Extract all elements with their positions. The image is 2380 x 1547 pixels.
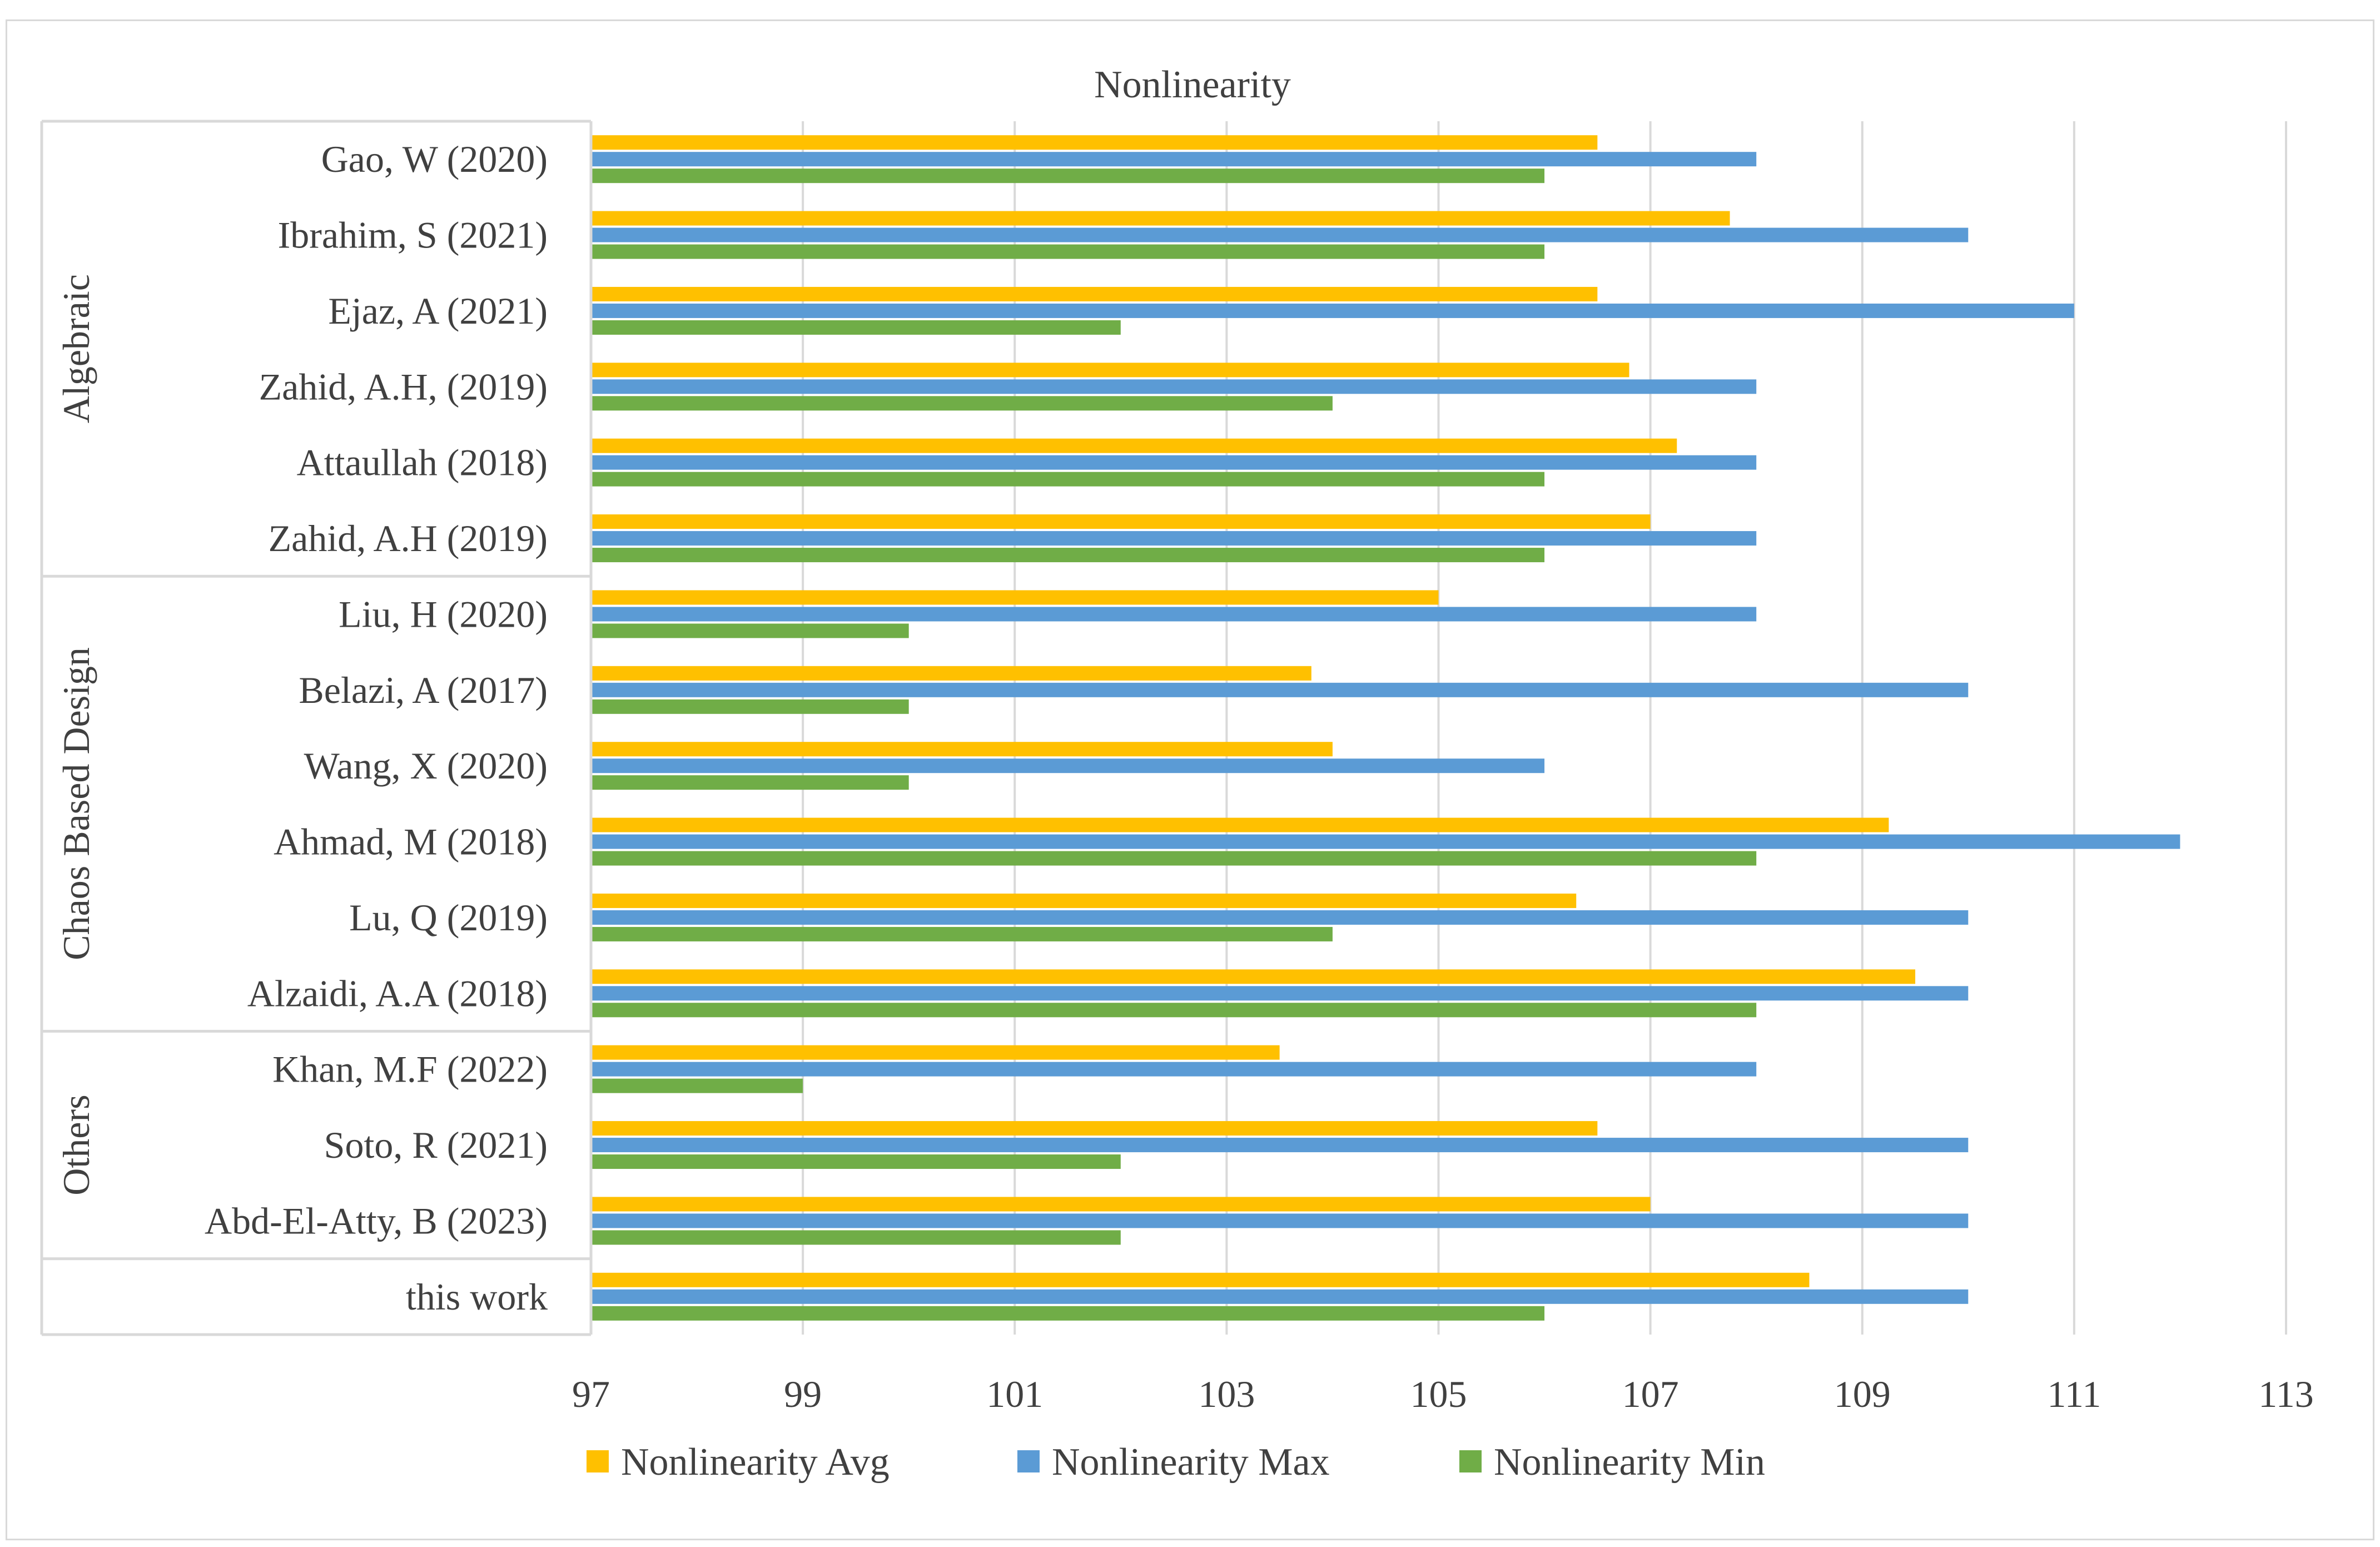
category-label: Wang, X (2020) (304, 745, 548, 787)
category-label: Lu, Q (2019) (349, 896, 548, 939)
bar-nonlinearity-min-zahid-a-h-2019 (591, 548, 1545, 563)
category-label: Zahid, A.H, (2019) (259, 365, 548, 408)
category-label: Liu, H (2020) (339, 593, 548, 635)
x-tick-label: 113 (2258, 1373, 2313, 1415)
bar-nonlinearity-max-ahmad-m-2018 (591, 834, 2180, 849)
bar-nonlinearity-min-soto-r-2021 (591, 1154, 1121, 1169)
bar-nonlinearity-min-lu-q-2019 (591, 926, 1333, 941)
bar-nonlinearity-max-lu-q-2019 (591, 910, 1969, 925)
x-tick-label: 105 (1410, 1373, 1467, 1415)
category-label: Attaullah (2018) (297, 442, 548, 484)
bar-nonlinearity-min-attaullah-2018 (591, 472, 1545, 487)
bar-nonlinearity-min-zahid-a-h-2019 (591, 396, 1333, 411)
bar-nonlinearity-min-belazi-a-2017 (591, 699, 909, 714)
category-label: Ibrahim, S (2021) (278, 214, 548, 256)
x-axis-ticks: 97 99 101 103 105 107 109 111 113 (572, 1373, 2314, 1415)
legend: Nonlinearity Avg Nonlinearity Max Nonlinea… (587, 1441, 1765, 1484)
bar-nonlinearity-min-ejaz-a-2021 (591, 320, 1121, 335)
gridlines (802, 121, 2287, 1335)
bar-nonlinearity-avg-zahid-a-h-2019 (591, 514, 1651, 529)
bar-nonlinearity-min-abd-el-atty-b-2023 (591, 1230, 1121, 1245)
category-label: Ahmad, M (2018) (274, 821, 548, 863)
bar-nonlinearity-max-attaullah-2018 (591, 455, 1757, 470)
category-axis: Gao, W (2020) Ibrahim, S (2021) Ejaz, A (2… (40, 120, 593, 1336)
legend-label-nonlinearity-min: Nonlinearity Min (1494, 1441, 1765, 1484)
bar-nonlinearity-max-belazi-a-2017 (591, 682, 1969, 697)
x-tick-label: 103 (1198, 1373, 1255, 1415)
bar-nonlinearity-avg-belazi-a-2017 (591, 666, 1311, 681)
bars (591, 135, 2180, 1321)
x-tick-label: 99 (784, 1373, 822, 1415)
bar-nonlinearity-min-this-work (591, 1306, 1545, 1321)
bar-nonlinearity-avg-ibrahim-s-2021 (591, 211, 1730, 226)
bar-nonlinearity-avg-ahmad-m-2018 (591, 817, 1889, 832)
bar-nonlinearity-avg-abd-el-atty-b-2023 (591, 1197, 1651, 1212)
bar-nonlinearity-min-alzaidi-a-a-2018 (591, 1003, 1757, 1018)
legend-label-nonlinearity-max: Nonlinearity Max (1052, 1441, 1330, 1484)
group-label-algebraic: Algebraic (55, 274, 97, 423)
bar-nonlinearity-max-gao-w-2020 (591, 152, 1757, 167)
bar-nonlinearity-max-wang-x-2020 (591, 758, 1545, 774)
bar-nonlinearity-max-ejaz-a-2021 (591, 303, 2074, 318)
category-label: Khan, M.F (2022) (272, 1048, 548, 1090)
bar-nonlinearity-max-zahid-a-h-2019 (591, 379, 1757, 394)
x-tick-label: 109 (1834, 1373, 1891, 1415)
bar-nonlinearity-avg-soto-r-2021 (591, 1121, 1598, 1136)
bar-nonlinearity-max-ibrahim-s-2021 (591, 227, 1969, 242)
bar-nonlinearity-avg-khan-m-f-2022 (591, 1045, 1280, 1060)
bar-nonlinearity-avg-liu-h-2020 (591, 590, 1439, 605)
bar-nonlinearity-min-khan-m-f-2022 (591, 1078, 803, 1093)
bar-nonlinearity-avg-attaullah-2018 (591, 438, 1677, 453)
group-label-others: Others (55, 1094, 97, 1195)
category-label: Zahid, A.H (2019) (269, 517, 548, 559)
bar-nonlinearity-min-wang-x-2020 (591, 775, 909, 790)
bar-nonlinearity-avg-gao-w-2020 (591, 135, 1598, 150)
x-tick-label: 101 (986, 1373, 1043, 1415)
x-tick-label: 107 (1622, 1373, 1679, 1415)
x-tick-label: 97 (572, 1373, 610, 1415)
bar-nonlinearity-avg-wang-x-2020 (591, 742, 1333, 757)
chart-title: Nonlinearity (1094, 63, 1291, 106)
group-label-chaos-based-design: Chaos Based Design (55, 647, 97, 960)
category-label: Soto, R (2021) (324, 1124, 548, 1166)
bar-nonlinearity-avg-lu-q-2019 (591, 893, 1577, 908)
bar-nonlinearity-min-ahmad-m-2018 (591, 851, 1757, 866)
legend-swatch-nonlinearity-min (1459, 1450, 1482, 1472)
category-label: this work (406, 1276, 548, 1318)
bar-nonlinearity-avg-ejaz-a-2021 (591, 286, 1598, 301)
category-label: Abd-El-Atty, B (2023) (205, 1199, 548, 1242)
bar-nonlinearity-max-zahid-a-h-2019 (591, 531, 1757, 546)
bar-nonlinearity-min-liu-h-2020 (591, 623, 909, 638)
bar-nonlinearity-max-alzaidi-a-a-2018 (591, 986, 1969, 1001)
category-label: Gao, W (2020) (321, 138, 548, 180)
legend-label-nonlinearity-avg: Nonlinearity Avg (621, 1441, 890, 1484)
bar-nonlinearity-avg-this-work (591, 1272, 1810, 1287)
category-label: Alzaidi, A.A (2018) (247, 972, 548, 1014)
bar-nonlinearity-max-khan-m-f-2022 (591, 1062, 1757, 1077)
bar-nonlinearity-avg-zahid-a-h-2019 (591, 363, 1629, 378)
x-tick-label: 111 (2047, 1373, 2101, 1415)
bar-nonlinearity-min-gao-w-2020 (591, 168, 1545, 184)
bar-nonlinearity-max-liu-h-2020 (591, 607, 1757, 622)
legend-swatch-nonlinearity-max (1017, 1450, 1040, 1472)
bar-nonlinearity-max-this-work (591, 1289, 1969, 1304)
bar-nonlinearity-max-abd-el-atty-b-2023 (591, 1213, 1969, 1228)
legend-swatch-nonlinearity-avg (587, 1450, 609, 1472)
bar-nonlinearity-min-ibrahim-s-2021 (591, 244, 1545, 259)
category-label: Ejaz, A (2021) (328, 290, 548, 332)
bar-nonlinearity-avg-alzaidi-a-a-2018 (591, 969, 1916, 984)
bar-nonlinearity-max-soto-r-2021 (591, 1138, 1969, 1153)
category-label: Belazi, A (2017) (299, 669, 548, 711)
